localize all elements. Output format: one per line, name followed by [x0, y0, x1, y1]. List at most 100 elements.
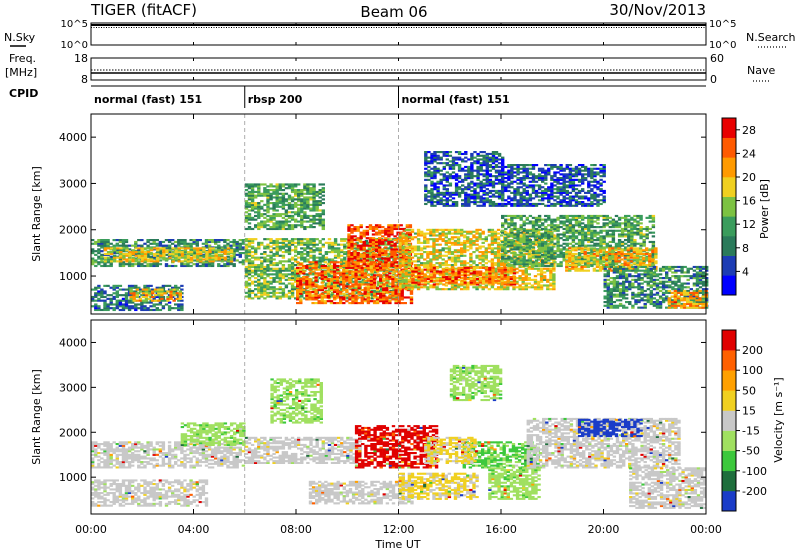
heatmap-cell — [382, 302, 386, 305]
heatmap-cell — [361, 278, 365, 281]
heatmap-cell — [132, 297, 136, 300]
heatmap-cell — [541, 224, 545, 227]
heatmap-cell — [534, 224, 539, 227]
heatmap-cell — [124, 303, 129, 306]
heatmap-cell — [463, 247, 467, 250]
heatmap-cell — [138, 299, 143, 302]
heatmap-cell — [140, 258, 145, 261]
heatmap-cell — [329, 264, 334, 268]
heatmap-cell — [379, 268, 383, 271]
heatmap-cell — [175, 297, 179, 300]
heatmap-cell — [232, 259, 236, 262]
heatmap-cell — [241, 246, 246, 249]
heatmap-cell — [143, 301, 147, 304]
heatmap-cell — [263, 251, 267, 254]
heatmap-cell — [512, 265, 516, 269]
heatmap-cell — [490, 260, 495, 263]
heatmap-cell — [478, 251, 482, 254]
heatmap-cell — [244, 265, 249, 269]
heatmap-cell — [223, 249, 228, 252]
heatmap-cell — [366, 292, 371, 295]
heatmap-cell — [342, 272, 346, 275]
heatmap-cell — [410, 249, 415, 252]
heatmap-cell — [132, 299, 136, 302]
heatmap-cell — [332, 294, 337, 297]
heatmap-cell — [290, 249, 295, 252]
heatmap-cell — [507, 244, 511, 247]
heatmap-cell — [527, 286, 531, 289]
heatmap-cell — [556, 233, 560, 236]
heatmap-cell — [398, 238, 402, 241]
heatmap-cell — [362, 246, 366, 249]
heatmap-cell — [159, 254, 163, 257]
heatmap-cell — [118, 288, 123, 291]
heatmap-cell — [391, 268, 395, 271]
heatmap-cell — [574, 218, 579, 221]
heatmap-cell — [512, 277, 517, 281]
heatmap-cell — [317, 296, 321, 299]
heatmap-cell — [100, 257, 104, 260]
heatmap-cell — [463, 245, 467, 248]
heatmap-cell — [257, 297, 261, 300]
heatmap-cell — [388, 302, 392, 305]
heatmap-cell — [247, 267, 252, 270]
heatmap-cell — [326, 285, 331, 288]
heatmap-cell — [260, 264, 264, 267]
heatmap-cell — [278, 297, 282, 300]
heatmap-cell — [238, 253, 242, 256]
heatmap-cell — [493, 267, 498, 270]
heatmap-cell — [547, 233, 551, 236]
heatmap-cell — [441, 232, 445, 235]
heatmap-cell — [534, 263, 539, 266]
heatmap-cell — [450, 236, 455, 239]
heatmap-cell — [587, 244, 591, 247]
heatmap-cell — [581, 222, 585, 225]
heatmap-cell — [522, 259, 526, 262]
heatmap-cell — [336, 290, 340, 294]
heatmap-cell — [475, 236, 479, 239]
heatmap-cell — [275, 280, 279, 283]
heatmap-cell — [205, 256, 209, 259]
heatmap-cell — [391, 272, 395, 275]
heatmap-cell — [360, 302, 364, 305]
heatmap-cell — [318, 260, 322, 263]
heatmap-cell — [169, 290, 173, 293]
heatmap-cell — [562, 253, 566, 256]
heatmap-cell — [387, 235, 391, 238]
heatmap-cell — [351, 292, 355, 295]
heatmap-cell — [393, 246, 397, 249]
heatmap-cell — [287, 282, 292, 285]
heatmap-cell — [393, 264, 397, 268]
heatmap-cell — [359, 259, 363, 262]
heatmap-cell — [394, 302, 398, 305]
heatmap-cell — [398, 247, 402, 250]
heatmap-cell — [466, 270, 471, 273]
heatmap-cell — [317, 274, 321, 277]
heatmap-cell — [345, 274, 349, 277]
heatmap-cell — [363, 294, 367, 297]
heatmap-cell — [463, 236, 467, 239]
heatmap-cell — [134, 251, 138, 254]
heatmap-cell — [407, 256, 412, 259]
heatmap-cell — [174, 244, 178, 247]
heatmap-cell — [454, 279, 458, 282]
heatmap-cell — [593, 239, 597, 242]
heatmap-cell — [354, 294, 358, 297]
heatmap-cell — [503, 276, 507, 279]
heatmap-cell — [174, 307, 178, 310]
heatmap-cell — [522, 253, 526, 256]
heatmap-cell — [333, 249, 338, 252]
heatmap-cell — [441, 262, 445, 265]
heatmap-cell — [496, 254, 501, 257]
heatmap-cell — [432, 276, 437, 279]
heatmap-cell — [241, 259, 246, 262]
heatmap-cell — [198, 239, 202, 242]
heatmap-cell — [394, 290, 398, 294]
heatmap-cell — [278, 267, 282, 270]
heatmap-cell — [365, 264, 370, 268]
heatmap-cell — [407, 239, 412, 243]
heatmap-cell — [457, 272, 461, 275]
heatmap-cell — [522, 239, 526, 242]
heatmap-cell — [281, 245, 286, 248]
heatmap-cell — [423, 264, 427, 267]
